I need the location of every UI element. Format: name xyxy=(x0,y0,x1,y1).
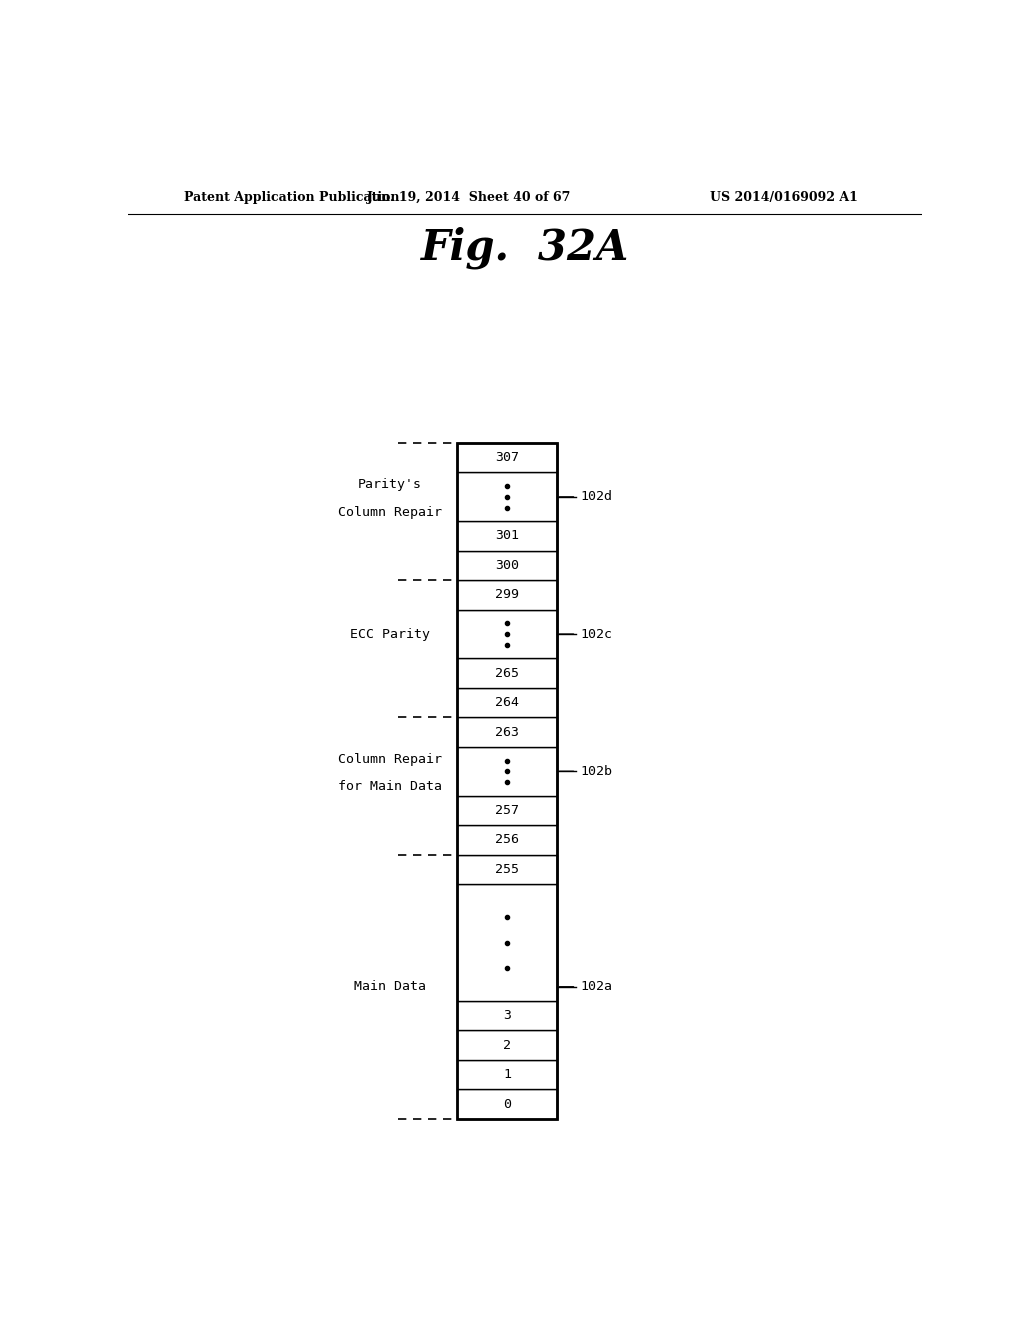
Bar xyxy=(458,473,557,521)
Text: Patent Application Publication: Patent Application Publication xyxy=(183,190,399,203)
Bar xyxy=(458,444,557,473)
Text: 265: 265 xyxy=(495,667,519,680)
Bar xyxy=(458,1060,557,1089)
Bar xyxy=(458,521,557,550)
Text: 2: 2 xyxy=(503,1039,511,1052)
Bar xyxy=(458,796,557,825)
Text: 0: 0 xyxy=(503,1098,511,1110)
Text: Jun. 19, 2014  Sheet 40 of 67: Jun. 19, 2014 Sheet 40 of 67 xyxy=(367,190,571,203)
Text: 102b: 102b xyxy=(581,764,612,777)
Bar xyxy=(458,854,557,884)
Text: Fig.  32A: Fig. 32A xyxy=(421,227,629,269)
Bar xyxy=(458,747,557,796)
Text: 1: 1 xyxy=(503,1068,511,1081)
Text: Parity's: Parity's xyxy=(358,478,422,491)
Bar xyxy=(458,825,557,854)
Text: 256: 256 xyxy=(495,833,519,846)
Bar xyxy=(458,581,557,610)
Text: Column Repair: Column Repair xyxy=(338,752,442,766)
Bar xyxy=(458,444,557,1119)
Bar xyxy=(458,884,557,1001)
Text: 255: 255 xyxy=(495,863,519,876)
Bar xyxy=(458,718,557,747)
Text: 102c: 102c xyxy=(581,627,612,640)
Bar xyxy=(458,550,557,581)
Text: 3: 3 xyxy=(503,1010,511,1022)
Bar xyxy=(458,1089,557,1119)
Bar xyxy=(458,610,557,659)
Text: 263: 263 xyxy=(495,726,519,739)
Text: 300: 300 xyxy=(495,558,519,572)
Text: Main Data: Main Data xyxy=(354,981,426,993)
Text: 307: 307 xyxy=(495,451,519,465)
Text: US 2014/0169092 A1: US 2014/0169092 A1 xyxy=(711,190,858,203)
Bar xyxy=(458,1031,557,1060)
Text: 257: 257 xyxy=(495,804,519,817)
Bar xyxy=(458,1001,557,1031)
Text: Column Repair: Column Repair xyxy=(338,506,442,519)
Text: 102a: 102a xyxy=(581,981,612,993)
Bar xyxy=(458,688,557,718)
Text: 102d: 102d xyxy=(581,490,612,503)
Text: 301: 301 xyxy=(495,529,519,543)
Bar xyxy=(458,659,557,688)
Text: 299: 299 xyxy=(495,589,519,602)
Text: 264: 264 xyxy=(495,696,519,709)
Text: for Main Data: for Main Data xyxy=(338,780,442,793)
Text: ECC Parity: ECC Parity xyxy=(350,627,430,640)
